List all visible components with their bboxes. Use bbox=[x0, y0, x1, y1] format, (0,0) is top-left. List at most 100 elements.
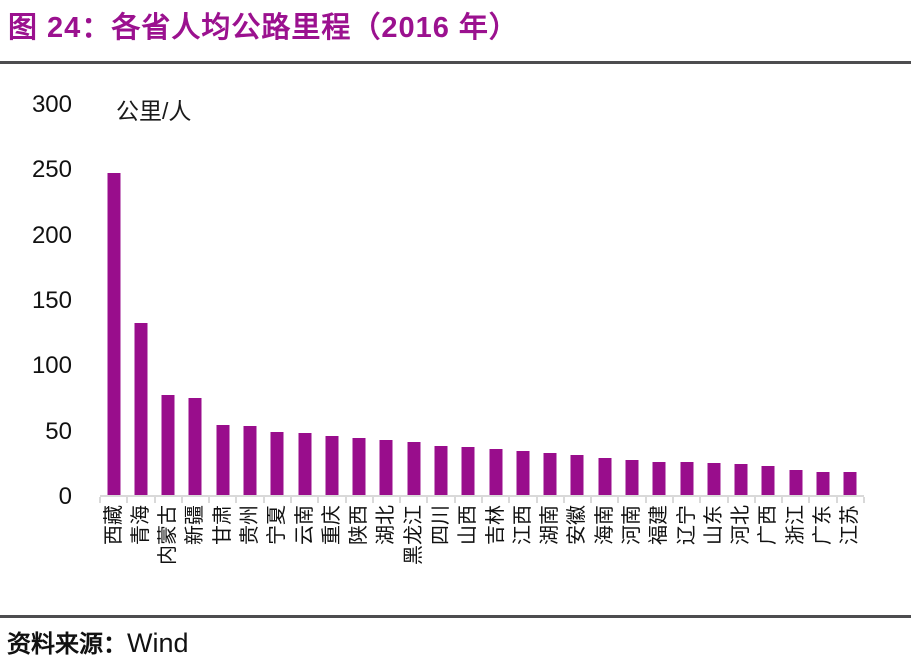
y-axis-tick-label: 0 bbox=[58, 483, 72, 510]
x-axis-label: 云南 bbox=[293, 505, 316, 545]
x-axis-label: 宁夏 bbox=[266, 505, 289, 545]
x-axis-tick bbox=[672, 497, 674, 503]
bar-海南 bbox=[598, 457, 612, 497]
x-axis-tick bbox=[344, 497, 347, 503]
x-label-slot: 江苏 bbox=[837, 505, 864, 615]
bar-河北 bbox=[734, 464, 748, 497]
bar-slot bbox=[700, 105, 727, 497]
x-axis-label: 四川 bbox=[430, 505, 453, 545]
y-axis-tick-label: 50 bbox=[45, 417, 72, 445]
figure-title: 图 24：各省人均公路里程（2016 年） bbox=[8, 12, 519, 44]
x-label-slot: 河南 bbox=[618, 505, 645, 615]
bar-新疆 bbox=[188, 397, 202, 497]
source-prefix-label: 资料来源： bbox=[7, 632, 127, 658]
x-axis-tick bbox=[644, 497, 647, 503]
bar-江西 bbox=[516, 451, 530, 497]
bar-安徽 bbox=[570, 455, 584, 497]
y-axis-tick-label: 300 bbox=[31, 91, 72, 118]
x-axis-tick bbox=[180, 497, 183, 503]
x-label-slot: 广东 bbox=[809, 505, 836, 615]
x-axis-label: 广东 bbox=[811, 505, 834, 545]
x-axis-tick bbox=[99, 497, 101, 503]
bar-slot bbox=[209, 105, 236, 497]
bar-slot bbox=[727, 105, 754, 497]
x-axis-tick bbox=[317, 497, 320, 503]
x-axis-label: 河北 bbox=[730, 505, 753, 545]
x-label-slot: 黑龙江 bbox=[400, 505, 427, 615]
bar-slot bbox=[318, 105, 345, 497]
x-axis-tick bbox=[208, 497, 211, 503]
bar-甘肃 bbox=[216, 425, 230, 497]
bar-浙江 bbox=[789, 469, 803, 497]
y-axis-tick-label: 150 bbox=[31, 287, 72, 314]
bar-slot bbox=[618, 105, 645, 497]
bar-福建 bbox=[652, 461, 666, 497]
plot-area bbox=[100, 105, 864, 497]
bar-slot bbox=[755, 105, 782, 497]
bar-slot bbox=[400, 105, 427, 497]
x-label-slot: 辽宁 bbox=[673, 505, 700, 615]
x-axis-tick bbox=[126, 497, 129, 503]
y-axis-tick-label: 100 bbox=[31, 352, 72, 380]
x-axis-tick bbox=[453, 497, 456, 503]
bar-内蒙古 bbox=[161, 395, 175, 497]
x-label-slot: 甘肃 bbox=[209, 505, 236, 615]
y-axis-unit-label: 公里/人 bbox=[116, 98, 192, 124]
bar-slot bbox=[646, 105, 673, 497]
y-axis-tick-label: 200 bbox=[31, 221, 72, 249]
title-divider-line bbox=[0, 61, 911, 64]
bar-河南 bbox=[625, 460, 639, 497]
bar-slot bbox=[427, 105, 454, 497]
bar-slot bbox=[264, 105, 291, 497]
bar-山东 bbox=[707, 463, 721, 497]
x-axis-tick bbox=[617, 497, 620, 503]
x-axis-label: 甘肃 bbox=[211, 505, 234, 545]
x-axis-tick bbox=[590, 497, 593, 503]
bar-湖北 bbox=[379, 439, 393, 497]
x-axis-label: 山西 bbox=[457, 505, 480, 545]
x-axis-line bbox=[100, 495, 864, 497]
bar-slot bbox=[837, 105, 864, 497]
x-axis-ticks bbox=[99, 497, 865, 504]
x-axis-tick bbox=[562, 497, 565, 503]
bar-slot bbox=[182, 105, 209, 497]
bar-slot bbox=[155, 105, 182, 497]
x-axis-label: 贵州 bbox=[239, 505, 262, 545]
bar-slot bbox=[782, 105, 809, 497]
x-axis-tick bbox=[290, 497, 292, 503]
bar-slot bbox=[509, 105, 536, 497]
bar-slot bbox=[236, 105, 263, 497]
x-label-slot: 宁夏 bbox=[264, 505, 291, 615]
x-axis-tick bbox=[535, 497, 538, 503]
x-axis-label: 山东 bbox=[702, 505, 725, 545]
x-label-slot: 新疆 bbox=[182, 505, 209, 615]
x-label-slot: 陕西 bbox=[346, 505, 373, 615]
x-axis-tick bbox=[835, 497, 838, 503]
x-label-slot: 山西 bbox=[455, 505, 482, 615]
bar-江苏 bbox=[843, 472, 857, 497]
x-label-slot: 安徽 bbox=[564, 505, 591, 615]
x-axis-label: 河南 bbox=[620, 505, 643, 545]
x-axis-tick bbox=[808, 497, 811, 503]
x-label-slot: 山东 bbox=[700, 505, 727, 615]
bar-slot bbox=[482, 105, 509, 497]
x-axis-label: 安徽 bbox=[566, 505, 589, 545]
bar-四川 bbox=[434, 446, 448, 497]
x-label-slot: 湖北 bbox=[373, 505, 400, 615]
x-axis-tick bbox=[153, 497, 156, 503]
x-axis-label: 新疆 bbox=[184, 505, 207, 545]
x-axis-label: 江苏 bbox=[839, 505, 862, 545]
bar-slot bbox=[673, 105, 700, 497]
x-axis-label: 湖南 bbox=[539, 505, 562, 545]
bar-宁夏 bbox=[270, 431, 284, 497]
bar-西藏 bbox=[107, 172, 121, 497]
bar-云南 bbox=[298, 432, 312, 497]
x-axis-tick bbox=[481, 497, 483, 503]
x-axis-label: 辽宁 bbox=[675, 505, 698, 545]
bar-山西 bbox=[461, 447, 475, 497]
x-label-slot: 贵州 bbox=[236, 505, 263, 615]
x-axis-label: 内蒙古 bbox=[157, 505, 180, 565]
x-axis-tick bbox=[235, 497, 238, 503]
x-label-slot: 重庆 bbox=[318, 505, 345, 615]
